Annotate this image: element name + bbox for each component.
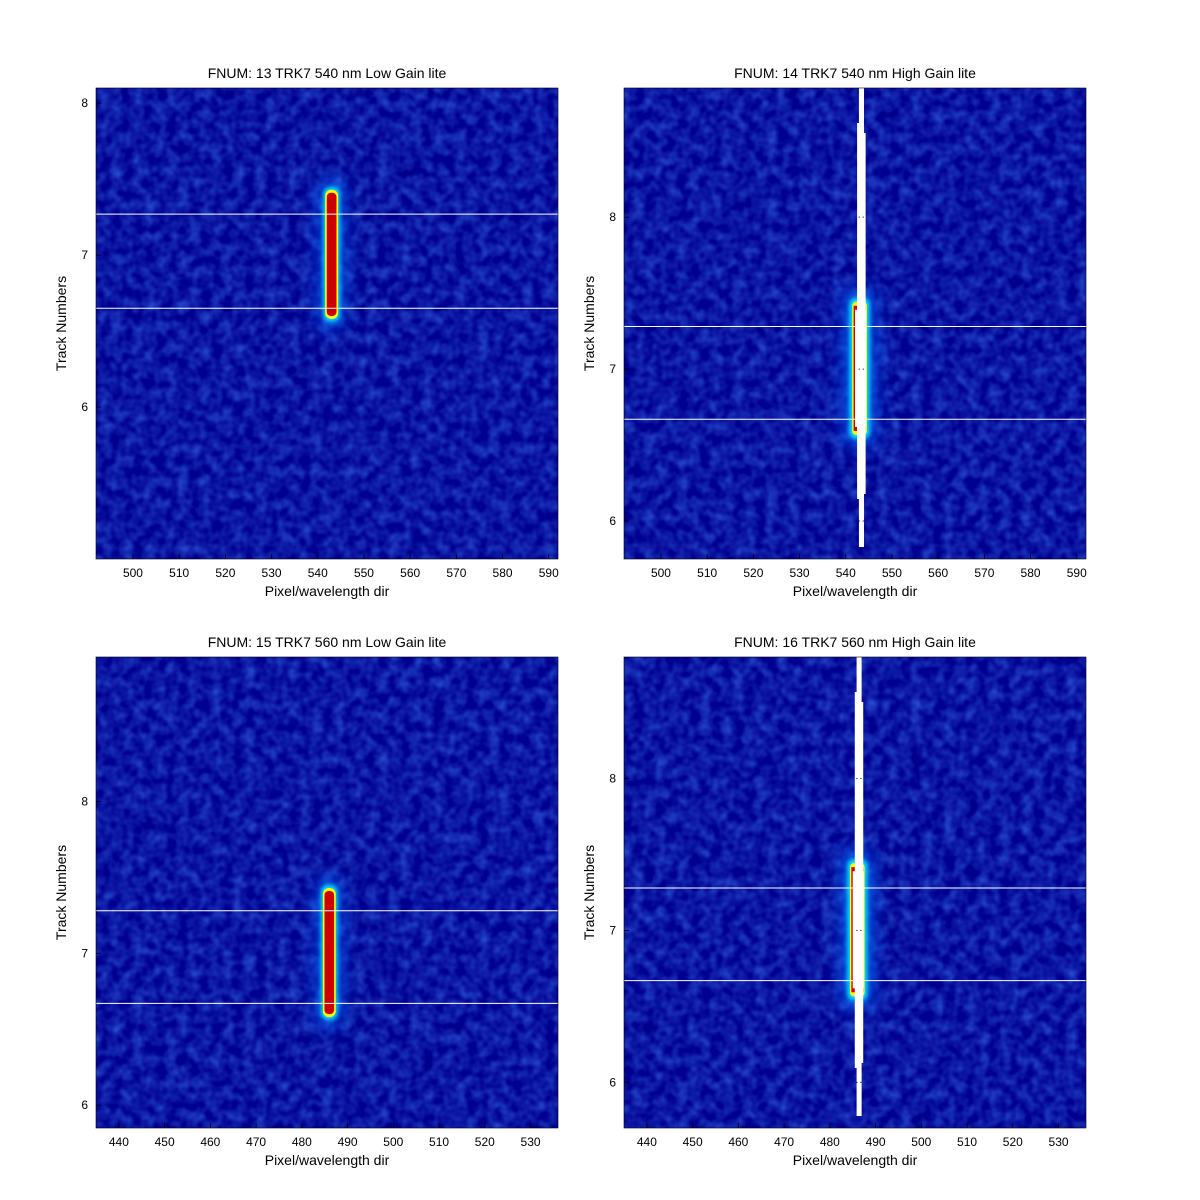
x-tick-label: 480 — [820, 1135, 840, 1149]
x-tick-label: 540 — [836, 566, 856, 580]
x-tick-label: 570 — [974, 566, 994, 580]
axes-frame — [95, 87, 559, 560]
x-tick-label: 590 — [1067, 566, 1087, 580]
x-tick-label: 520 — [743, 566, 763, 580]
y-tick-label: 8 — [81, 96, 88, 110]
x-tick-label: 500 — [911, 1135, 931, 1149]
x-tick-label: 460 — [200, 1135, 220, 1149]
y-tick-label: 6 — [609, 1075, 616, 1089]
x-tick-label: 500 — [383, 1135, 403, 1149]
plot-area — [624, 657, 1086, 1128]
x-tick-label: 530 — [521, 1135, 541, 1149]
saturated-column-left — [854, 692, 858, 1068]
x-tick-label: 440 — [109, 1135, 129, 1149]
x-tick-label: 470 — [774, 1135, 794, 1149]
x-tick-label: 490 — [338, 1135, 358, 1149]
x-tick-label: 560 — [400, 566, 420, 580]
x-tick-label: 550 — [354, 566, 374, 580]
x-tick-label: 570 — [446, 566, 466, 580]
x-tick-label: 520 — [1003, 1135, 1023, 1149]
saturated-column-right — [863, 133, 866, 494]
y-tick-label: 8 — [609, 210, 616, 224]
y-tick-label: 7 — [81, 946, 88, 960]
x-tick-label: 530 — [262, 566, 282, 580]
plot-area — [96, 657, 558, 1128]
x-tick-label: 510 — [957, 1135, 977, 1149]
x-tick-label: 590 — [539, 566, 559, 580]
y-tick-label: 6 — [81, 1098, 88, 1112]
plot-area — [96, 88, 558, 559]
y-axis-label: Track Numbers — [53, 276, 69, 371]
saturated-column — [858, 88, 865, 547]
x-axis-label: Pixel/wavelength dir — [265, 1152, 390, 1168]
y-tick-label: 7 — [81, 248, 88, 262]
y-tick-label: 6 — [609, 514, 616, 528]
x-axis-label: Pixel/wavelength dir — [793, 583, 918, 599]
x-tick-label: 510 — [429, 1135, 449, 1149]
axes-frame — [95, 656, 559, 1129]
axes-frame — [623, 656, 1087, 1129]
y-tick-label: 7 — [609, 362, 616, 376]
saturated-column-left — [857, 123, 860, 499]
chart-title: FNUM: 16 TRK7 560 nm High Gain lite — [734, 634, 976, 650]
x-tick-label: 530 — [1049, 1135, 1069, 1149]
saturated-column-right — [860, 702, 864, 1063]
x-axis-label: Pixel/wavelength dir — [793, 1152, 918, 1168]
x-tick-label: 500 — [651, 566, 671, 580]
x-tick-label: 550 — [882, 566, 902, 580]
chart-panel-1: 500 510 520 530 540 550 560 570 580 590 6 7 8 FNUM: 1… — [53, 65, 559, 599]
y-axis-label: Track Numbers — [53, 845, 69, 940]
y-tick-label: 7 — [609, 923, 616, 937]
chart-panel-3: 440 450 460 470 480 490 500 510 520 530 6 7 8 FNUM: 1… — [53, 634, 559, 1168]
chart-panel-2: 500 510 520 530 540 550 560 570 580 590 6 7 8 FNUM: 1… — [581, 65, 1087, 599]
x-tick-label: 480 — [292, 1135, 312, 1149]
peak-core — [324, 890, 335, 1015]
x-tick-label: 440 — [637, 1135, 657, 1149]
x-tick-label: 520 — [215, 566, 235, 580]
chart-panel-4: 440 450 460 470 480 490 500 510 520 530 6 7 8 FNUM: 1… — [581, 634, 1087, 1168]
x-axis-label: Pixel/wavelength dir — [265, 583, 390, 599]
y-tick-label: 8 — [609, 772, 616, 786]
axes-frame — [623, 87, 1087, 560]
x-tick-label: 530 — [790, 566, 810, 580]
x-tick-label: 510 — [697, 566, 717, 580]
saturated-column — [856, 657, 862, 1116]
peak-core — [326, 192, 337, 316]
x-tick-label: 580 — [1021, 566, 1041, 580]
x-tick-label: 460 — [728, 1135, 748, 1149]
x-tick-label: 490 — [866, 1135, 886, 1149]
chart-title: FNUM: 15 TRK7 560 nm Low Gain lite — [208, 634, 447, 650]
x-tick-label: 500 — [123, 566, 143, 580]
x-tick-label: 450 — [155, 1135, 175, 1149]
x-tick-label: 520 — [475, 1135, 495, 1149]
x-tick-label: 540 — [308, 566, 328, 580]
y-tick-label: 8 — [81, 794, 88, 808]
y-axis-label: Track Numbers — [581, 276, 597, 371]
x-tick-label: 560 — [928, 566, 948, 580]
x-tick-label: 510 — [169, 566, 189, 580]
x-tick-label: 580 — [493, 566, 513, 580]
chart-title: FNUM: 13 TRK7 540 nm Low Gain lite — [208, 65, 447, 81]
y-axis-label: Track Numbers — [581, 845, 597, 940]
y-tick-label: 6 — [81, 400, 88, 414]
x-tick-label: 450 — [683, 1135, 703, 1149]
chart-title: FNUM: 14 TRK7 540 nm High Gain lite — [734, 65, 976, 81]
plot-area — [624, 88, 1086, 559]
x-tick-label: 470 — [246, 1135, 266, 1149]
